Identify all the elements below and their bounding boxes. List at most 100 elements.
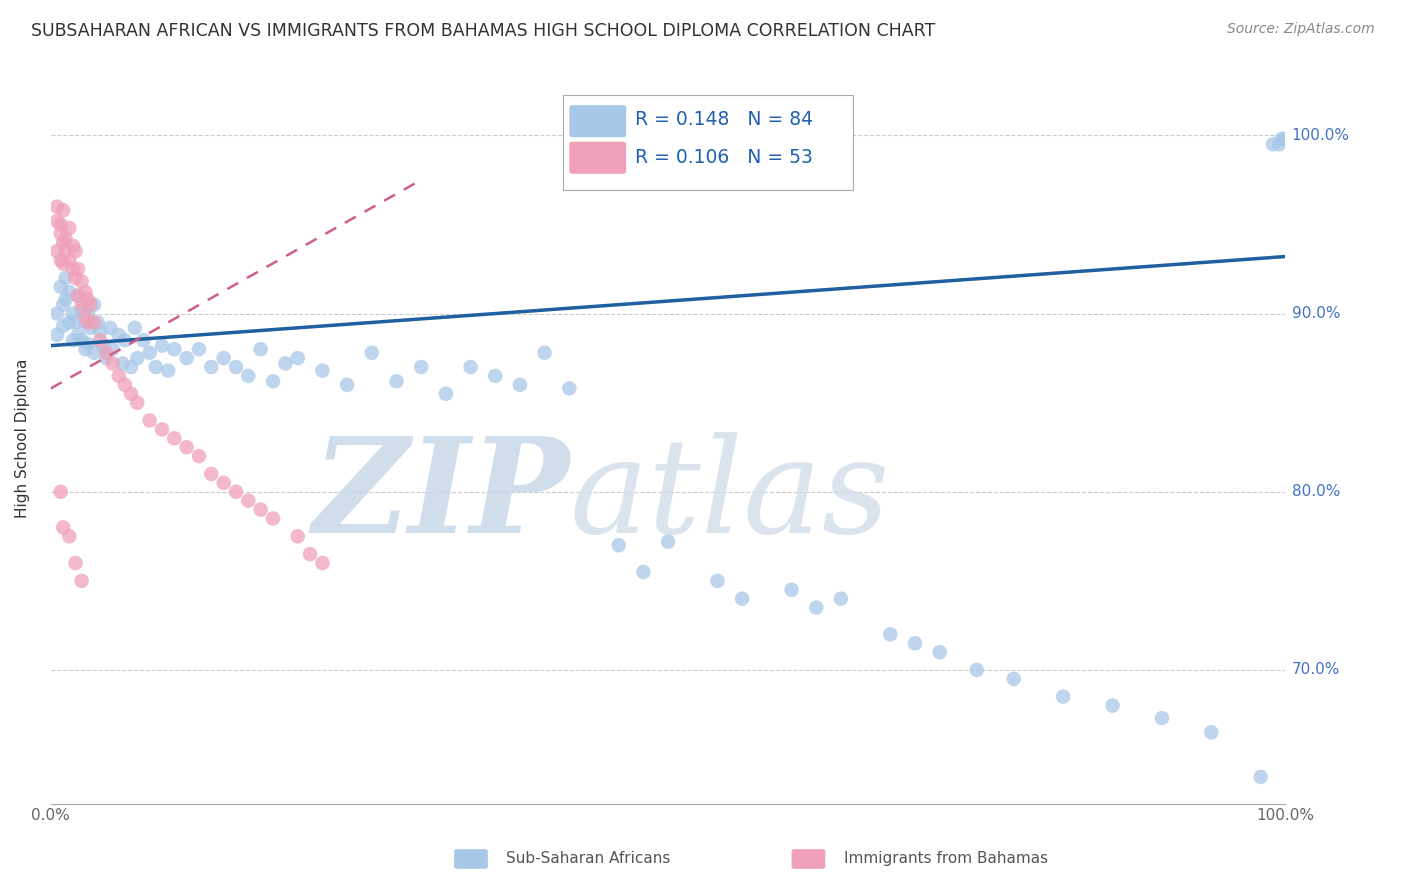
- Point: [150, 338, 173, 352]
- Point: [120, 359, 142, 374]
- Point: [1268, 137, 1291, 152]
- Point: [75, 285, 97, 300]
- Point: [91, 338, 114, 352]
- Point: [385, 374, 408, 388]
- Point: [46, 200, 69, 214]
- Point: [150, 422, 173, 436]
- Text: SUBSAHARAN AFRICAN VS IMMIGRANTS FROM BAHAMAS HIGH SCHOOL DIPLOMA CORRELATION CH: SUBSAHARAN AFRICAN VS IMMIGRANTS FROM BA…: [31, 22, 935, 40]
- Point: [484, 368, 506, 383]
- Text: R = 0.148   N = 84: R = 0.148 N = 84: [634, 111, 813, 129]
- Point: [49, 218, 72, 232]
- Point: [212, 475, 235, 490]
- Point: [1261, 137, 1284, 152]
- Point: [66, 289, 89, 303]
- Text: Sub-Saharan Africans: Sub-Saharan Africans: [506, 851, 671, 865]
- Point: [1101, 698, 1123, 713]
- Point: [633, 565, 655, 579]
- Point: [70, 303, 93, 318]
- Point: [83, 298, 105, 312]
- Point: [262, 511, 284, 525]
- Point: [434, 386, 457, 401]
- Point: [52, 203, 75, 218]
- Point: [657, 534, 679, 549]
- Point: [114, 333, 136, 347]
- Point: [157, 363, 180, 377]
- Point: [509, 377, 531, 392]
- Point: [96, 351, 118, 365]
- Point: [89, 333, 111, 347]
- Point: [55, 293, 77, 307]
- Point: [299, 547, 322, 561]
- Point: [249, 342, 271, 356]
- Point: [65, 556, 87, 570]
- Point: [212, 351, 235, 365]
- Point: [336, 377, 359, 392]
- Point: [49, 227, 72, 241]
- Point: [52, 235, 75, 250]
- Text: R = 0.106   N = 53: R = 0.106 N = 53: [634, 147, 813, 167]
- Point: [287, 529, 309, 543]
- Point: [49, 280, 72, 294]
- FancyBboxPatch shape: [569, 105, 626, 137]
- Point: [966, 663, 988, 677]
- Point: [1272, 132, 1295, 146]
- Y-axis label: High School Diploma: High School Diploma: [15, 359, 30, 518]
- Point: [127, 395, 149, 409]
- Point: [200, 359, 222, 374]
- Point: [188, 449, 211, 463]
- Point: [249, 502, 271, 516]
- Point: [75, 310, 97, 325]
- Point: [411, 359, 433, 374]
- Text: 80.0%: 80.0%: [1292, 484, 1340, 500]
- Point: [287, 351, 309, 365]
- Point: [830, 591, 852, 606]
- Point: [58, 316, 80, 330]
- Point: [163, 431, 186, 445]
- Point: [111, 356, 134, 370]
- Point: [114, 377, 136, 392]
- Point: [66, 289, 89, 303]
- Point: [55, 271, 77, 285]
- Point: [1150, 711, 1173, 725]
- Point: [706, 574, 728, 588]
- Point: [138, 413, 160, 427]
- Point: [46, 327, 69, 342]
- Point: [124, 321, 146, 335]
- Point: [58, 221, 80, 235]
- Point: [238, 368, 260, 383]
- Point: [163, 342, 186, 356]
- Point: [533, 345, 555, 359]
- Point: [75, 316, 97, 330]
- FancyBboxPatch shape: [564, 95, 853, 190]
- Point: [132, 333, 155, 347]
- Point: [75, 342, 97, 356]
- Point: [62, 333, 84, 347]
- Point: [138, 345, 160, 359]
- Point: [49, 253, 72, 268]
- Point: [225, 359, 247, 374]
- Point: [58, 285, 80, 300]
- Point: [780, 582, 803, 597]
- Point: [76, 307, 98, 321]
- Point: [806, 600, 828, 615]
- Point: [101, 356, 124, 370]
- Point: [311, 556, 333, 570]
- Point: [89, 324, 111, 338]
- Point: [96, 345, 118, 359]
- Point: [79, 321, 101, 335]
- Point: [76, 293, 98, 307]
- Text: 100.0%: 100.0%: [1292, 128, 1350, 143]
- Point: [66, 327, 89, 342]
- Point: [98, 321, 121, 335]
- Point: [58, 529, 80, 543]
- Point: [76, 316, 98, 330]
- Point: [145, 359, 167, 374]
- Point: [1002, 672, 1025, 686]
- Point: [1271, 132, 1294, 146]
- Point: [928, 645, 950, 659]
- Point: [52, 257, 75, 271]
- Point: [607, 538, 630, 552]
- Point: [558, 381, 581, 395]
- Point: [66, 262, 89, 277]
- Point: [120, 386, 142, 401]
